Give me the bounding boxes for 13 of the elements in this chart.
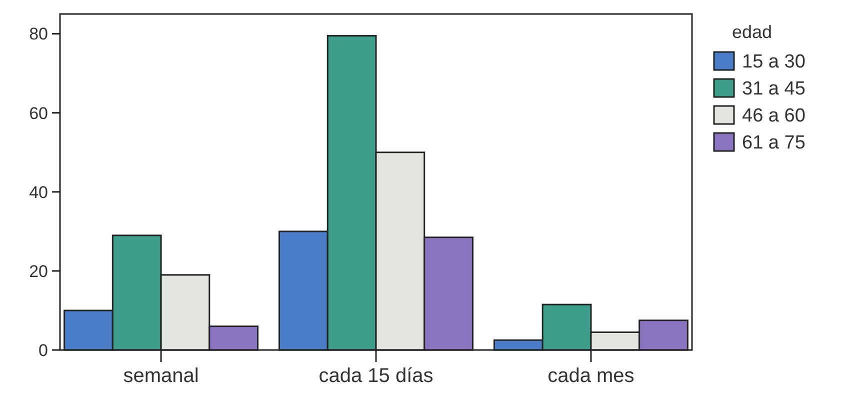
legend-title: edad — [732, 22, 772, 42]
x-tick-label: semanal — [123, 365, 199, 387]
legend-label: 61 a 75 — [742, 132, 806, 154]
x-tick-label: cada 15 días — [318, 365, 434, 387]
legend-label: 46 a 60 — [742, 106, 806, 127]
y-tick-label: 20 — [29, 262, 48, 281]
y-tick-label: 60 — [29, 104, 48, 123]
y-tick-label: 0 — [38, 340, 48, 360]
y-tick-label: 80 — [29, 24, 48, 44]
x-tick-label: cada mes — [548, 365, 634, 387]
y-tick-label: 40 — [29, 182, 48, 202]
legend-label: 15 a 30 — [742, 52, 806, 73]
legend-label: 31 a 45 — [742, 78, 806, 100]
